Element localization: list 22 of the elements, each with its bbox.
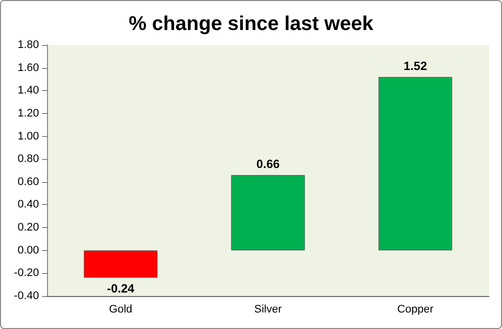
y-tick-label: 1.80 xyxy=(18,39,39,51)
y-tick-label: 0.60 xyxy=(18,176,39,188)
x-tick-label: Silver xyxy=(254,304,282,316)
bar xyxy=(84,250,158,278)
y-tick-label: -0.40 xyxy=(14,290,39,302)
y-tick-label: 0.00 xyxy=(18,244,39,256)
data-label: 0.66 xyxy=(256,157,280,172)
bar xyxy=(231,175,305,250)
bar xyxy=(378,76,452,250)
data-label: -0.24 xyxy=(106,282,135,296)
y-tick-label: 0.80 xyxy=(18,153,39,166)
chart-title: % change since last week xyxy=(128,13,374,35)
y-tick-label: 0.20 xyxy=(18,222,39,234)
y-tick-label: 1.40 xyxy=(18,84,39,97)
data-label: 1.52 xyxy=(404,58,428,73)
y-tick-label: -0.20 xyxy=(14,267,39,280)
y-tick-label: 1.00 xyxy=(18,130,39,142)
x-tick-label: Gold xyxy=(109,304,132,316)
y-tick-label: 1.20 xyxy=(18,107,39,120)
y-tick-label: 1.60 xyxy=(18,62,39,74)
y-tick-label: 0.40 xyxy=(18,198,39,211)
x-tick-label: Copper xyxy=(397,304,434,316)
